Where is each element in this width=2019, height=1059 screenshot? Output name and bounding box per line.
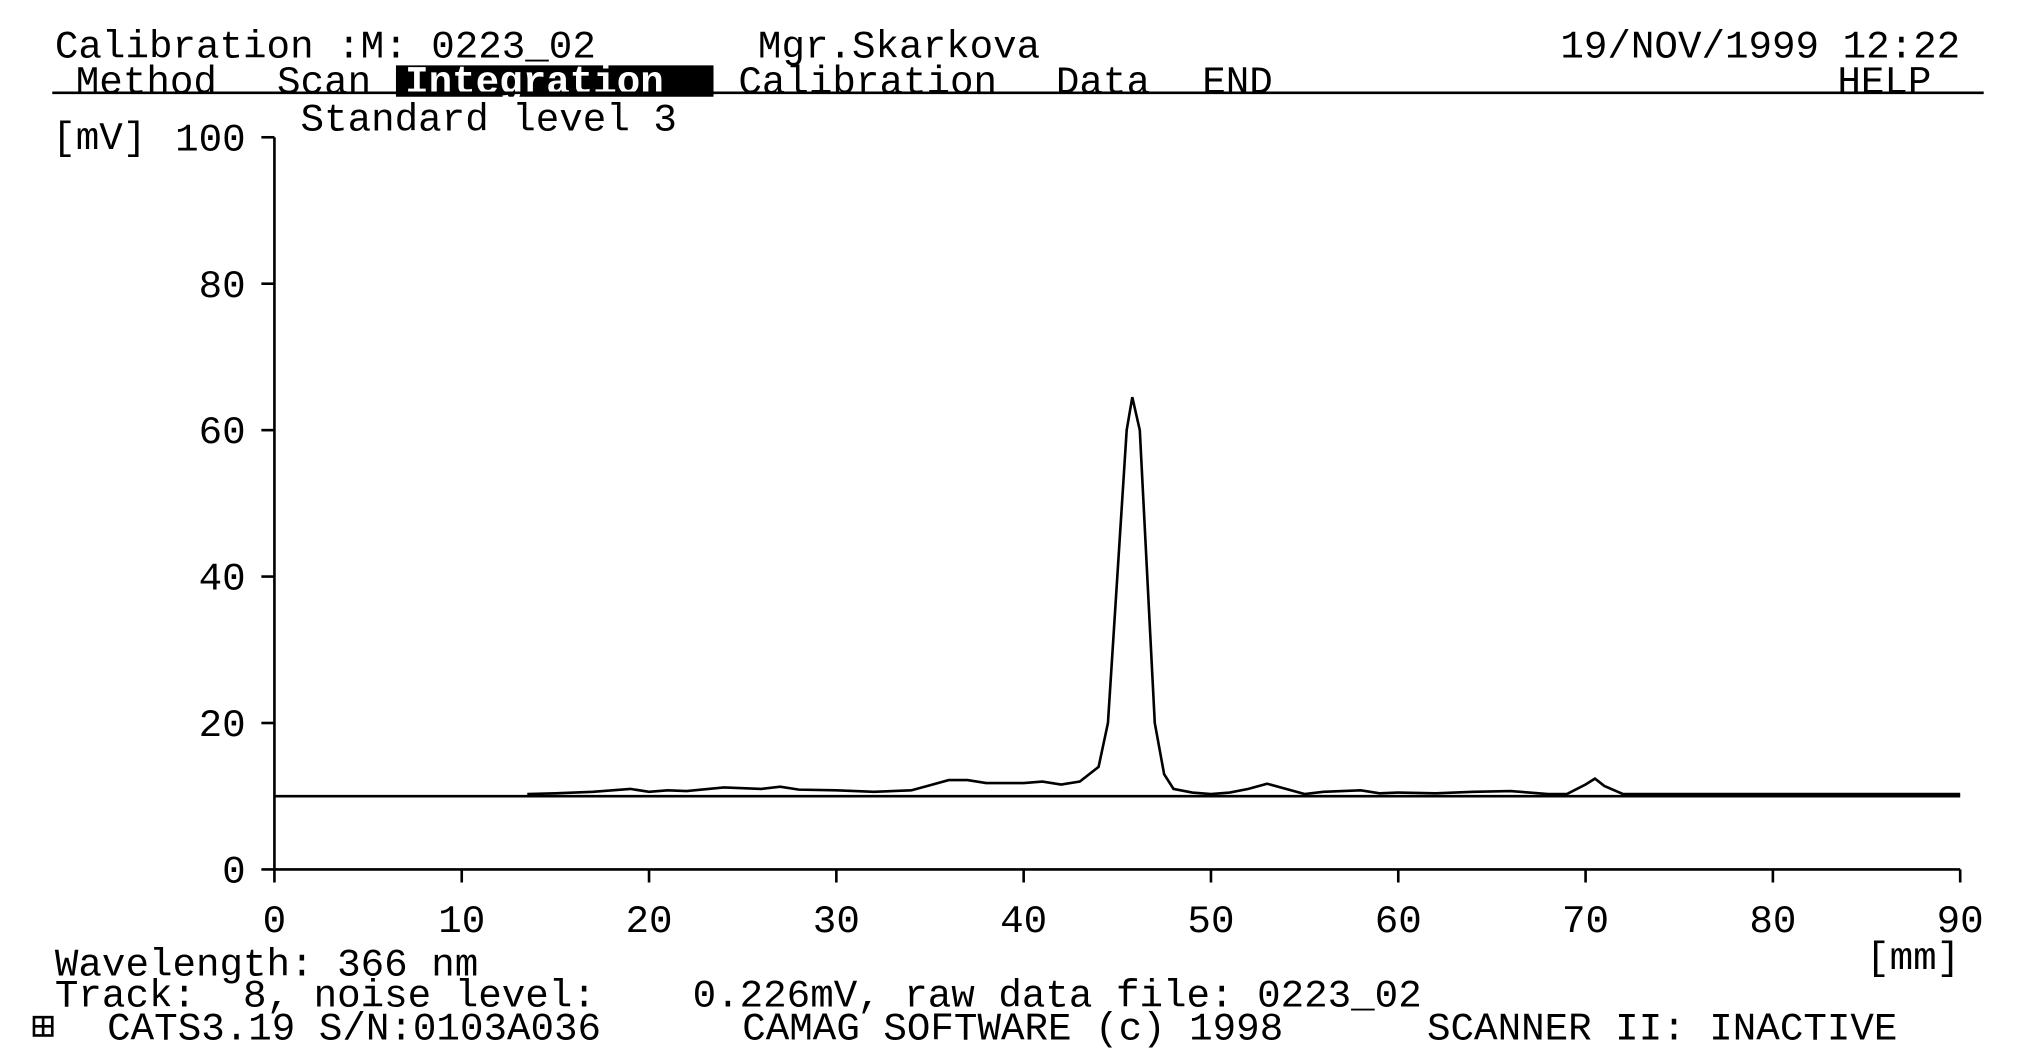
x-tick-label: 0 — [263, 899, 287, 944]
y-tick-label: 100 — [175, 117, 246, 162]
x-tick-label: 10 — [438, 899, 485, 944]
chart-subtitle: Standard level 3 — [301, 98, 677, 143]
y-tick-label: 0 — [222, 849, 246, 894]
datetime: 19/NOV/1999 12:22 — [1560, 25, 1960, 70]
operator: Mgr.Skarkova — [758, 25, 1040, 70]
menu-item[interactable]: Data — [1056, 60, 1150, 105]
noise-info: 0.226mV, raw data file: 0223_02 — [693, 974, 1422, 1019]
version: CATS3.19 S/N:0103A036 — [107, 1006, 601, 1051]
x-tick-label: 40 — [1000, 899, 1047, 944]
x-tick-label: 70 — [1562, 899, 1609, 944]
x-tick-label: 20 — [626, 899, 673, 944]
trace — [527, 396, 1961, 796]
copyright: CAMAG SOFTWARE (c) 1998 — [742, 1006, 1283, 1051]
y-tick-label: 20 — [199, 703, 246, 748]
track-info: Track: 8, noise level: — [55, 974, 596, 1019]
y-tick-label: 40 — [199, 557, 246, 602]
x-tick-label: 90 — [1937, 899, 1984, 944]
menu-item[interactable]: Method — [76, 60, 217, 105]
x-tick-label: 50 — [1187, 899, 1234, 944]
x-tick-label: 60 — [1375, 899, 1422, 944]
menu-item[interactable]: END — [1202, 60, 1273, 105]
y-tick-label: 80 — [199, 264, 246, 309]
menu-item[interactable]: Scan — [277, 60, 371, 105]
help-menu[interactable]: HELP — [1837, 60, 1931, 105]
x-tick-label: 30 — [813, 899, 860, 944]
scanner-status: SCANNER II: INACTIVE — [1427, 1006, 1897, 1051]
menu-item[interactable]: Integration — [405, 60, 664, 105]
y-axis-label: [mV] — [52, 116, 146, 161]
wavelength: Wavelength: 366 nm — [55, 942, 478, 987]
header-title: Calibration :M: 0223_02 — [55, 25, 596, 70]
x-tick-label: 80 — [1749, 899, 1796, 944]
y-tick-label: 60 — [199, 410, 246, 455]
x-axis-label: [mm] — [1866, 936, 1960, 981]
menu-item[interactable]: Calibration — [738, 60, 997, 105]
